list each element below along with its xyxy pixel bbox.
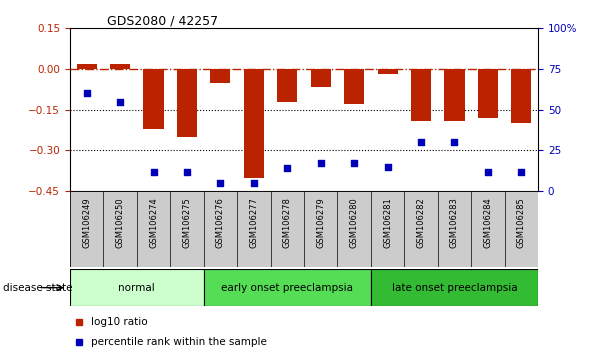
Text: GSM106279: GSM106279	[316, 197, 325, 248]
Text: GSM106277: GSM106277	[249, 197, 258, 248]
Point	[148, 169, 158, 175]
Bar	[70, 269, 204, 306]
Point	[449, 139, 460, 145]
Point	[182, 169, 192, 175]
Point	[383, 164, 393, 170]
Text: GSM106276: GSM106276	[216, 197, 225, 248]
Text: GSM106282: GSM106282	[416, 197, 426, 248]
Point	[349, 161, 359, 166]
Point	[115, 99, 125, 104]
Bar	[277, 69, 297, 102]
Point	[215, 180, 225, 186]
Bar	[444, 69, 465, 121]
Point	[483, 169, 493, 175]
Text: early onset preeclampsia: early onset preeclampsia	[221, 282, 353, 293]
Point	[416, 139, 426, 145]
Text: GDS2080 / 42257: GDS2080 / 42257	[108, 14, 218, 27]
Text: GSM106278: GSM106278	[283, 197, 292, 248]
Bar	[311, 69, 331, 87]
Point	[517, 169, 527, 175]
Point	[282, 166, 292, 171]
Bar	[244, 69, 264, 178]
Text: GSM106283: GSM106283	[450, 197, 459, 248]
Text: GSM106281: GSM106281	[383, 197, 392, 248]
Text: disease state: disease state	[3, 282, 72, 293]
Text: late onset preeclampsia: late onset preeclampsia	[392, 282, 517, 293]
Bar	[210, 69, 230, 82]
Text: log10 ratio: log10 ratio	[91, 318, 148, 327]
Bar	[204, 269, 371, 306]
Bar	[143, 69, 164, 129]
Point	[249, 180, 259, 186]
Bar	[378, 69, 398, 74]
Text: GSM106285: GSM106285	[517, 197, 526, 248]
Bar	[344, 69, 364, 104]
Bar	[511, 69, 531, 123]
Text: GSM106284: GSM106284	[483, 197, 492, 248]
Text: GSM106274: GSM106274	[149, 197, 158, 248]
Text: GSM106249: GSM106249	[82, 197, 91, 248]
Point	[316, 161, 326, 166]
Bar	[77, 64, 97, 69]
Text: GSM106280: GSM106280	[350, 197, 359, 248]
Text: normal: normal	[119, 282, 155, 293]
Bar	[110, 64, 130, 69]
Bar	[177, 69, 197, 137]
Point	[81, 91, 91, 96]
Text: GSM106250: GSM106250	[116, 197, 125, 248]
Text: GSM106275: GSM106275	[182, 197, 192, 248]
Bar	[371, 269, 538, 306]
Bar	[478, 69, 498, 118]
Bar	[411, 69, 431, 121]
Text: percentile rank within the sample: percentile rank within the sample	[91, 337, 267, 347]
